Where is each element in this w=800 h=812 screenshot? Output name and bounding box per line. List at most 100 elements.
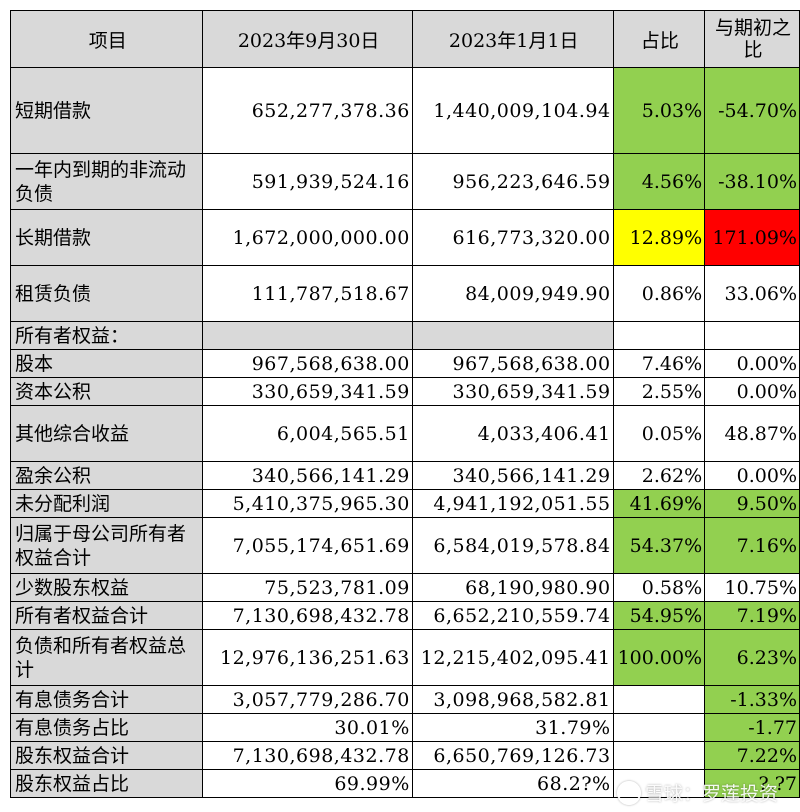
value-2023-01-01: 68,190,980.90 (411, 573, 614, 602)
value-2023-01-01: 4,941,192,051.55 (411, 489, 614, 518)
ratio-cell: 54.37% (612, 517, 706, 574)
ratio-cell: 41.69% (612, 489, 706, 518)
change-cell: 33.06% (704, 265, 800, 322)
value-2023-09-30: 330,659,341.59 (202, 377, 413, 406)
value-2023-01-01: 4,033,406.41 (411, 405, 614, 462)
table-row: 租赁负债 111,787,518.67 84,009,949.90 0.86% 33.0… (9, 265, 800, 322)
value-2023-09-30: 7,130,698,432.78 (202, 741, 413, 770)
table-row: 有息债务占比 30.01% 31.79% -1.77 (9, 713, 800, 742)
value-2023-01-01 (411, 321, 614, 350)
value-2023-09-30 (202, 321, 413, 350)
table-row: 股本 967,568,638.00 967,568,638.00 7.46% 0.00% (9, 349, 800, 378)
header-date-2023-09-30: 2023年9月30日 (202, 10, 413, 68)
value-2023-01-01: 340,566,141.29 (411, 461, 614, 490)
value-2023-09-30: 591,939,524.16 (202, 153, 413, 210)
header-ratio: 占比 (612, 10, 706, 68)
ratio-cell (612, 741, 706, 770)
header-date-2023-01-01: 2023年1月1日 (411, 10, 614, 68)
header-item: 项目 (9, 10, 204, 68)
row-label: 股东权益占比 (9, 769, 204, 798)
change-cell: -1.33% (704, 685, 800, 714)
table-row: 一年内到期的非流动负债 591,939,524.16 956,223,646.59 4… (9, 153, 800, 210)
ratio-cell: 12.89% (612, 209, 706, 266)
row-label: 负债和所有者权益总计 (9, 629, 204, 686)
value-2023-01-01: 6,584,019,578.84 (411, 517, 614, 574)
ratio-cell: 5.03% (612, 67, 706, 154)
row-label: 股东权益合计 (9, 741, 204, 770)
row-label: 资本公积 (9, 377, 204, 406)
table-row: 所有者权益： (9, 321, 800, 350)
watermark-text: 雪球：罗莲投资 (644, 783, 778, 805)
value-2023-01-01: 1,440,009,104.94 (411, 67, 614, 154)
row-label: 短期借款 (9, 67, 204, 154)
value-2023-09-30: 7,055,174,651.69 (202, 517, 413, 574)
ratio-cell: 4.56% (612, 153, 706, 210)
change-cell: 0.00% (704, 377, 800, 406)
value-2023-09-30: 340,566,141.29 (202, 461, 413, 490)
value-2023-09-30: 5,410,375,965.30 (202, 489, 413, 518)
ratio-cell: 2.55% (612, 377, 706, 406)
value-2023-01-01: 6,650,769,126.73 (411, 741, 614, 770)
table-row: 短期借款 652,277,378.36 1,440,009,104.94 5.03% -… (9, 67, 800, 154)
value-2023-09-30: 1,672,000,000.00 (202, 209, 413, 266)
ratio-cell: 0.05% (612, 405, 706, 462)
value-2023-01-01: 967,568,638.00 (411, 349, 614, 378)
row-label: 少数股东权益 (9, 573, 204, 602)
row-label: 长期借款 (9, 209, 204, 266)
change-cell (704, 321, 800, 350)
snowball-logo-icon (616, 780, 641, 805)
value-2023-09-30: 111,787,518.67 (202, 265, 413, 322)
balance-sheet-table: 项目 2023年9月30日 2023年1月1日 占比 与期初之比 短期借款 652… (9, 10, 800, 798)
table-row: 有息债务合计 3,057,779,286.70 3,098,968,582.81 -1… (9, 685, 800, 714)
change-cell: 7.19% (704, 601, 800, 630)
row-label: 股本 (9, 349, 204, 378)
change-cell: 10.75% (704, 573, 800, 602)
value-2023-01-01: 330,659,341.59 (411, 377, 614, 406)
value-2023-09-30: 69.99% (202, 769, 413, 798)
change-cell: -1.77 (704, 713, 800, 742)
row-label: 盈余公积 (9, 461, 204, 490)
change-cell: 171.09% (704, 209, 800, 266)
value-2023-09-30: 30.01% (202, 713, 413, 742)
ratio-cell: 54.95% (612, 601, 706, 630)
ratio-cell: 0.86% (612, 265, 706, 322)
ratio-cell (612, 321, 706, 350)
value-2023-09-30: 3,057,779,286.70 (202, 685, 413, 714)
value-2023-01-01: 12,215,402,095.41 (411, 629, 614, 686)
change-cell: -38.10% (704, 153, 800, 210)
table-row: 股东权益合计 7,130,698,432.78 6,650,769,126.73 7.… (9, 741, 800, 770)
ratio-cell (612, 685, 706, 714)
value-2023-01-01: 84,009,949.90 (411, 265, 614, 322)
table-row: 归属于母公司所有者权益合计 7,055,174,651.69 6,584,019,5… (9, 517, 800, 574)
value-2023-09-30: 967,568,638.00 (202, 349, 413, 378)
change-cell: 7.16% (704, 517, 800, 574)
table-row: 负债和所有者权益总计 12,976,136,251.63 12,215,402,09… (9, 629, 800, 686)
change-cell: ?.?7 (704, 769, 800, 798)
value-2023-01-01: 68.2?% (411, 769, 614, 798)
value-2023-09-30: 75,523,781.09 (202, 573, 413, 602)
table-row: 盈余公积 340,566,141.29 340,566,141.29 2.62% 0.0… (9, 461, 800, 490)
change-cell: 48.87% (704, 405, 800, 462)
value-2023-09-30: 12,976,136,251.63 (202, 629, 413, 686)
value-2023-01-01: 616,773,320.00 (411, 209, 614, 266)
table-row: 资本公积 330,659,341.59 330,659,341.59 2.55% 0.0… (9, 377, 800, 406)
row-label: 未分配利润 (9, 489, 204, 518)
change-cell: 0.00% (704, 349, 800, 378)
value-2023-01-01: 31.79% (411, 713, 614, 742)
table-row: 所有者权益合计 7,130,698,432.78 6,652,210,559.74 5… (9, 601, 800, 630)
table-row: 其他综合收益 6,004,565.51 4,033,406.41 0.05% 48.87… (9, 405, 800, 462)
table-row: 未分配利润 5,410,375,965.30 4,941,192,051.55 41.… (9, 489, 800, 518)
row-label: 一年内到期的非流动负债 (9, 153, 204, 210)
row-label: 所有者权益： (9, 321, 204, 350)
ratio-cell: 0.58% (612, 573, 706, 602)
value-2023-09-30: 652,277,378.36 (202, 67, 413, 154)
ratio-cell: 7.46% (612, 349, 706, 378)
row-label: 所有者权益合计 (9, 601, 204, 630)
row-label: 有息债务合计 (9, 685, 204, 714)
change-cell: 6.23% (704, 629, 800, 686)
table-row: 长期借款 1,672,000,000.00 616,773,320.00 12.89%… (9, 209, 800, 266)
change-cell: -54.70% (704, 67, 800, 154)
ratio-cell: 2.62% (612, 461, 706, 490)
row-label: 归属于母公司所有者权益合计 (9, 517, 204, 574)
ratio-cell (612, 713, 706, 742)
